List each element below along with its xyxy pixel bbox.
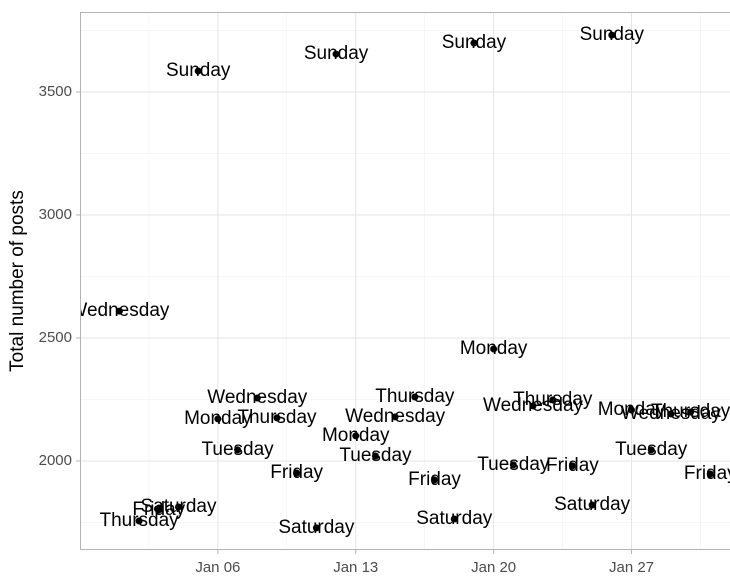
point-label: Thursday bbox=[99, 510, 179, 531]
point-label: Sunday bbox=[442, 32, 507, 53]
point bbox=[549, 396, 557, 404]
y-tick-label: 2000 bbox=[39, 452, 72, 469]
point-label: Tuesday bbox=[615, 439, 688, 460]
point bbox=[490, 345, 498, 353]
point-label: Thursday bbox=[513, 389, 593, 410]
point-label: Wednesday bbox=[621, 403, 721, 424]
point bbox=[115, 307, 123, 315]
x-tick-label: Jan 27 bbox=[609, 559, 654, 576]
point bbox=[470, 39, 478, 47]
point bbox=[608, 31, 616, 39]
point-label: Friday bbox=[546, 455, 599, 476]
point-label: Friday bbox=[132, 499, 185, 520]
point-label: Thursday bbox=[651, 401, 730, 422]
marks: WednesdayThursdayFridaySaturdaySundayMon… bbox=[69, 24, 730, 538]
point-label: Saturday bbox=[140, 496, 217, 517]
y-axis-label: Total number of posts bbox=[7, 190, 28, 372]
point bbox=[568, 462, 576, 470]
x-tick-label: Jan 06 bbox=[195, 559, 240, 576]
panel-border bbox=[80, 12, 730, 550]
point-label: Monday bbox=[598, 399, 666, 420]
x-tick-label: Jan 20 bbox=[471, 559, 516, 576]
point-label: Sunday bbox=[580, 24, 645, 45]
point bbox=[687, 408, 695, 416]
point-label: Thursday bbox=[375, 386, 455, 407]
point bbox=[234, 446, 242, 454]
point-label: Tuesday bbox=[339, 445, 412, 466]
point bbox=[332, 50, 340, 58]
point bbox=[529, 402, 537, 410]
point-label: Saturday bbox=[278, 517, 355, 538]
point-label: Wednesday bbox=[207, 387, 307, 408]
point-label: Monday bbox=[460, 338, 528, 359]
point bbox=[174, 503, 182, 511]
point-label: Friday bbox=[408, 469, 461, 490]
point-label: Friday bbox=[684, 463, 730, 484]
point bbox=[431, 476, 439, 484]
y-tick-label: 2500 bbox=[39, 329, 72, 346]
point-label: Monday bbox=[322, 425, 390, 446]
point-label: Tuesday bbox=[201, 439, 274, 460]
point-label: Sunday bbox=[166, 60, 231, 81]
point-label: Wednesday bbox=[345, 406, 445, 427]
point bbox=[667, 410, 675, 418]
point-label: Saturday bbox=[416, 508, 493, 529]
point bbox=[273, 414, 281, 422]
point bbox=[214, 415, 222, 423]
point-label: Wednesday bbox=[69, 300, 169, 321]
point-label: Tuesday bbox=[477, 454, 550, 475]
point bbox=[352, 432, 360, 440]
point-label: Thursday bbox=[237, 407, 317, 428]
point bbox=[628, 406, 636, 414]
point-label: Saturday bbox=[554, 494, 631, 515]
grid bbox=[80, 12, 730, 550]
point bbox=[588, 501, 596, 509]
point bbox=[293, 469, 301, 477]
point bbox=[509, 461, 517, 469]
point bbox=[135, 517, 143, 525]
point bbox=[411, 393, 419, 401]
x-tick-label: Jan 13 bbox=[333, 559, 378, 576]
point bbox=[647, 446, 655, 454]
point bbox=[155, 506, 163, 514]
point bbox=[371, 452, 379, 460]
point bbox=[706, 470, 714, 478]
y-tick-label: 3000 bbox=[39, 206, 72, 223]
point-label: Friday bbox=[270, 462, 323, 483]
point bbox=[450, 515, 458, 523]
point bbox=[312, 524, 320, 532]
point-label: Sunday bbox=[304, 43, 369, 64]
point-label: Monday bbox=[184, 408, 252, 429]
axes: 2000 2500 3000 3500 Jan 06 Jan 13 Jan 20 Jan 27 bbox=[39, 83, 654, 576]
y-tick-label: 3500 bbox=[39, 83, 72, 100]
point bbox=[253, 394, 261, 402]
point-label: Wednesday bbox=[483, 395, 583, 416]
point bbox=[391, 413, 399, 421]
point bbox=[194, 67, 202, 75]
